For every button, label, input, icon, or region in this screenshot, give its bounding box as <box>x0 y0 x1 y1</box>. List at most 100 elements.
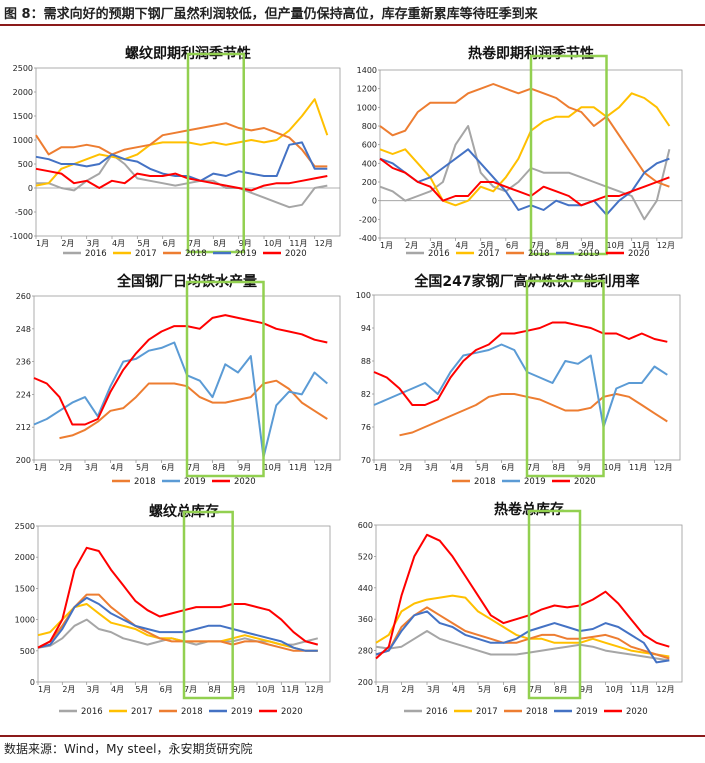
x-tick-label: 9月 <box>580 685 593 694</box>
y-tick-label: 2000 <box>13 88 33 97</box>
series-line-2016 <box>379 125 671 221</box>
y-tick-label: 2500 <box>15 522 35 531</box>
x-tick-label: 9月 <box>233 685 246 694</box>
y-tick-label: 0 <box>30 678 35 687</box>
y-tick-label: 1000 <box>13 136 33 145</box>
y-tick-label: 500 <box>18 160 33 169</box>
x-tick-label: 7月 <box>187 463 200 472</box>
legend-label-2019: 2019 <box>576 707 598 717</box>
series-line-2020 <box>375 533 670 660</box>
y-tick-label: 200 <box>362 178 377 187</box>
series-line-2018 <box>35 122 328 168</box>
y-tick-label: -400 <box>359 234 377 243</box>
x-tick-label: 6月 <box>162 463 175 472</box>
y-tick-label: 200 <box>358 678 373 687</box>
x-tick-label: 9月 <box>239 239 252 248</box>
legend-label-2019: 2019 <box>235 249 257 259</box>
x-tick-label: 12月 <box>315 239 333 248</box>
legend-label-2019: 2019 <box>184 477 206 487</box>
series-line-2017 <box>379 92 671 207</box>
x-tick-label: 6月 <box>502 463 515 472</box>
source-note: 数据来源：Wind，My steel，永安期货研究院 <box>4 742 253 756</box>
series-line-2018 <box>37 593 318 652</box>
x-tick-label: 1月 <box>380 241 393 250</box>
y-tick-label: 800 <box>362 122 377 131</box>
x-tick-label: 5月 <box>137 239 150 248</box>
x-tick-label: 3月 <box>87 685 100 694</box>
x-tick-label: 5月 <box>481 241 494 250</box>
x-tick-label: 1月 <box>36 239 49 248</box>
legend-label-2018: 2018 <box>526 707 548 717</box>
series-line-2017 <box>37 603 318 652</box>
x-tick-label: 9月 <box>238 463 251 472</box>
legend-label-2020: 2020 <box>234 477 256 487</box>
series-line-2019 <box>37 596 318 652</box>
x-tick-label: 7月 <box>527 463 540 472</box>
x-tick-label: 4月 <box>453 685 466 694</box>
figure-title: 图 8：需求向好的预期下钢厂虽然利润较低，但产量仍保持高位，库存重新累库等待旺季… <box>4 7 538 22</box>
series-line-2019 <box>33 341 328 459</box>
y-tick-label: 280 <box>358 647 373 656</box>
y-tick-label: -500 <box>15 208 33 217</box>
x-tick-label: 7月 <box>529 685 542 694</box>
legend-label-2016: 2016 <box>428 249 450 259</box>
series-line-2017 <box>35 98 329 187</box>
y-tick-label: 400 <box>362 159 377 168</box>
legend-label-2017: 2017 <box>135 249 157 259</box>
y-tick-label: 224 <box>16 390 31 399</box>
x-tick-label: 12月 <box>657 685 675 694</box>
legend-label-2018: 2018 <box>474 477 496 487</box>
x-tick-label: 8月 <box>213 463 226 472</box>
y-tick-label: 1500 <box>15 584 35 593</box>
legend-label-2020: 2020 <box>628 249 650 259</box>
chart-1: 螺纹即期利润季节性-1000-500050010001500200025001月… <box>10 45 341 259</box>
legend-label-2020: 2020 <box>281 707 303 717</box>
legend-label-2016: 2016 <box>85 249 107 259</box>
x-tick-label: 3月 <box>425 463 438 472</box>
x-tick-label: 8月 <box>556 241 569 250</box>
y-tick-label: 236 <box>16 358 31 367</box>
legend-label-2017: 2017 <box>478 249 500 259</box>
x-tick-label: 12月 <box>655 463 673 472</box>
y-tick-label: 200 <box>16 456 31 465</box>
x-tick-label: 11月 <box>281 685 299 694</box>
y-tick-label: 248 <box>16 325 31 334</box>
x-tick-label: 7月 <box>184 685 197 694</box>
x-tick-label: 12月 <box>306 685 324 694</box>
x-tick-label: 5月 <box>478 685 491 694</box>
x-tick-label: 1月 <box>376 685 389 694</box>
x-tick-label: 2月 <box>61 239 74 248</box>
legend-label-2018: 2018 <box>185 249 207 259</box>
x-tick-label: 12月 <box>657 241 675 250</box>
highlight-box <box>186 52 245 254</box>
y-tick-label: 1000 <box>357 103 377 112</box>
x-tick-label: 1月 <box>34 463 47 472</box>
x-tick-label: 10月 <box>257 685 275 694</box>
legend-label-2018: 2018 <box>134 477 156 487</box>
y-tick-label: 70 <box>361 456 371 465</box>
x-tick-label: 11月 <box>632 241 650 250</box>
series-line-2019 <box>373 343 668 428</box>
x-tick-label: 4月 <box>451 463 464 472</box>
y-tick-label: 440 <box>358 584 373 593</box>
series-line-2019 <box>375 610 670 664</box>
y-tick-label: 1500 <box>13 112 33 121</box>
x-tick-label: 2月 <box>400 463 413 472</box>
top-rule <box>0 24 705 26</box>
series-line-2017 <box>375 594 670 658</box>
x-tick-label: 8月 <box>213 239 226 248</box>
series-line-2016 <box>36 153 328 209</box>
y-tick-label: 260 <box>16 292 31 301</box>
x-tick-label: 6月 <box>160 685 173 694</box>
y-tick-label: -200 <box>359 215 377 224</box>
series-line-2018 <box>59 379 328 440</box>
legend-label-2020: 2020 <box>285 249 307 259</box>
x-tick-label: 10月 <box>604 463 622 472</box>
series-line-2018 <box>399 393 668 437</box>
x-tick-label: 6月 <box>506 241 519 250</box>
y-tick-label: 0 <box>28 184 33 193</box>
x-tick-label: 10月 <box>264 239 282 248</box>
x-tick-label: 10月 <box>264 463 282 472</box>
